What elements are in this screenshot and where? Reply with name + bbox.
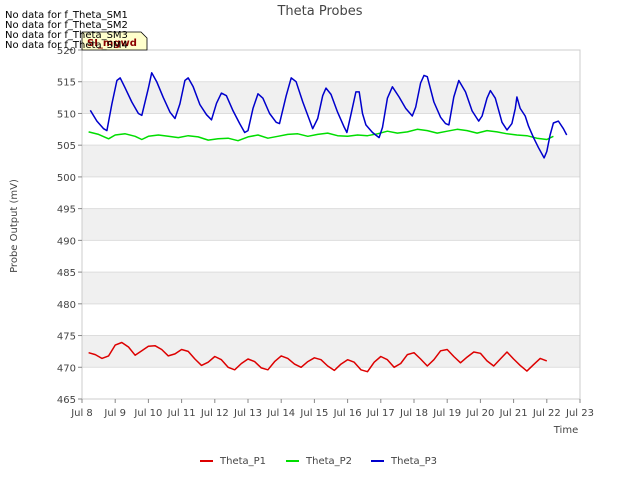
legend: Theta_P1 Theta_P2 Theta_P3 bbox=[200, 456, 437, 467]
x-tick-label: Jul 14 bbox=[266, 408, 295, 419]
no-data-note: No data for f_Theta_SM1 bbox=[5, 10, 128, 21]
y-tick-label: 515 bbox=[57, 78, 76, 89]
x-tick-label: Jul 8 bbox=[70, 408, 93, 419]
series-line-theta-p3 bbox=[89, 72, 568, 159]
plot-band bbox=[82, 272, 580, 304]
series-line-theta-p2 bbox=[88, 128, 554, 142]
x-tick-label: Jul 18 bbox=[399, 408, 428, 419]
y-tick-label: 485 bbox=[57, 268, 76, 279]
legend-label: Theta_P3 bbox=[390, 456, 437, 467]
series-lines bbox=[88, 72, 568, 373]
x-tick-label: Jul 21 bbox=[499, 408, 528, 419]
chart-title: Theta Probes bbox=[276, 4, 362, 19]
y-tick-label: 520 bbox=[57, 46, 76, 57]
plot-band bbox=[82, 81, 580, 114]
x-tick-label: Jul 19 bbox=[432, 408, 461, 419]
x-tick-label: Jul 20 bbox=[465, 408, 494, 419]
legend-label: Theta_P2 bbox=[305, 456, 352, 467]
y-tick-label: 475 bbox=[57, 332, 76, 343]
x-tick-label: Jul 13 bbox=[233, 408, 262, 419]
series-line-theta-p1 bbox=[88, 341, 548, 373]
x-tick-label: Jul 16 bbox=[333, 408, 362, 419]
x-tick-label: Jul 9 bbox=[103, 408, 126, 419]
stamp-box bbox=[81, 31, 148, 51]
x-tick-label: Jul 12 bbox=[200, 408, 229, 419]
y-tick-label: 495 bbox=[57, 205, 76, 216]
no-data-note: No data for f_Theta_SM3 bbox=[5, 30, 128, 41]
y-tick-label: 510 bbox=[57, 109, 76, 120]
plot-frame bbox=[81, 49, 581, 400]
y-tick-label: 470 bbox=[57, 363, 76, 374]
y-axis-ticks: 465 470 475 480 485 490 495 500 505 510 515 520 bbox=[57, 46, 82, 406]
y-tick-label: 490 bbox=[57, 236, 76, 247]
no-data-note: No data for f_Theta_SM4 bbox=[5, 40, 128, 51]
x-tick-label: Jul 10 bbox=[133, 408, 162, 419]
x-tick-label: Jul 15 bbox=[299, 408, 328, 419]
plot-band bbox=[82, 208, 580, 241]
x-tick-label: Jul 22 bbox=[532, 408, 561, 419]
y-tick-label: 465 bbox=[57, 395, 76, 406]
legend-label: Theta_P1 bbox=[219, 456, 266, 467]
y-axis-label: Probe Output (mV) bbox=[9, 179, 20, 273]
x-tick-label: Jul 17 bbox=[366, 408, 395, 419]
no-data-note: No data for f_Theta_SM2 bbox=[5, 20, 128, 31]
x-tick-label: Jul 11 bbox=[167, 408, 196, 419]
plot-bands bbox=[82, 49, 580, 400]
plot-band bbox=[82, 335, 580, 368]
plot-band bbox=[82, 145, 580, 177]
stamp-label: SI_mgwd bbox=[87, 38, 137, 49]
x-axis-ticks: Jul 8 Jul 9 Jul 10 Jul 11 Jul 12 Jul 13 Jul 14… bbox=[70, 399, 594, 419]
y-tick-label: 505 bbox=[57, 141, 76, 152]
x-tick-label: Jul 23 bbox=[565, 408, 594, 419]
x-axis-label: Time bbox=[553, 425, 578, 436]
y-tick-label: 500 bbox=[57, 173, 76, 184]
y-tick-label: 480 bbox=[57, 300, 76, 311]
